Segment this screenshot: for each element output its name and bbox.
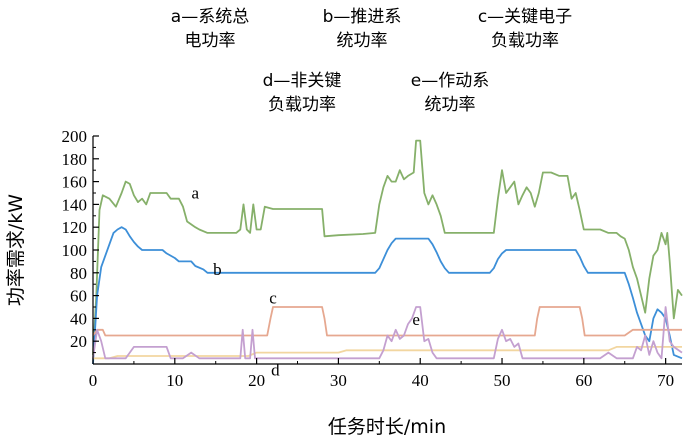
y-tick-label: 180 [62, 150, 88, 169]
y-tick-label: 160 [62, 173, 88, 192]
legend-entry-d: d—非关键 [263, 71, 342, 91]
y-tick-label: 60 [70, 287, 87, 306]
y-axis-label: 功率需求/kW [5, 194, 27, 306]
series-layer: a b c d e [92, 139, 683, 379]
legend-entry-e: e—作动系 [411, 71, 489, 91]
y-tick-label: 200 [62, 127, 88, 146]
legend-entry-c: c—关键电子 [478, 7, 572, 27]
series-c-line [92, 306, 682, 337]
x-tick-label: 0 [89, 371, 98, 390]
legend-entry-d: 负载功率 [268, 95, 336, 115]
series-e-label: e [412, 310, 420, 329]
series-a-label: a [191, 184, 199, 203]
x-tick-label: 70 [657, 371, 674, 390]
series-b-line [92, 226, 683, 365]
x-tick-label: 10 [166, 371, 183, 390]
series-d-label: d [271, 360, 280, 379]
series-e-line [92, 306, 683, 360]
series-c-label: c [269, 289, 277, 308]
y-ticks: 20 40 60 80 100 120 140 160 180 200 [62, 127, 99, 354]
x-axis-label: 任务时长/min [328, 416, 446, 438]
x-tick-label: 60 [575, 371, 592, 390]
x-tick-label: 50 [494, 371, 511, 390]
x-ticks: 0 10 20 30 40 50 60 70 [89, 358, 674, 390]
series-a-line [92, 139, 683, 355]
legend-entry-c: 负载功率 [491, 31, 559, 51]
legend-entry-a: 电功率 [185, 31, 236, 51]
y-tick-label: 100 [62, 241, 88, 260]
series-d-line [93, 346, 682, 360]
y-tick-label: 40 [70, 309, 87, 328]
y-tick-label: 140 [62, 195, 88, 214]
y-tick-label: 80 [70, 264, 87, 283]
series-b-label: b [213, 260, 222, 279]
y-tick-label: 120 [62, 218, 88, 237]
legend-entry-b: b—推进系 [323, 7, 402, 27]
legend-entry-a: a—系统总 [171, 7, 249, 27]
x-tick-label: 20 [248, 371, 265, 390]
axes: 0 10 20 30 40 50 60 70 204060801001201401601802… [62, 127, 682, 390]
x-tick-label: 40 [412, 371, 429, 390]
legend-entry-e: 统功率 [425, 95, 476, 115]
x-tick-label: 30 [330, 371, 347, 390]
legend: a—系统总电功率b—推进系统功率c—关键电子负载功率d—非关键负载功率e—作动系… [171, 7, 572, 115]
legend-entry-b: 统功率 [337, 31, 388, 51]
y-tick-label: 20 [70, 332, 87, 351]
